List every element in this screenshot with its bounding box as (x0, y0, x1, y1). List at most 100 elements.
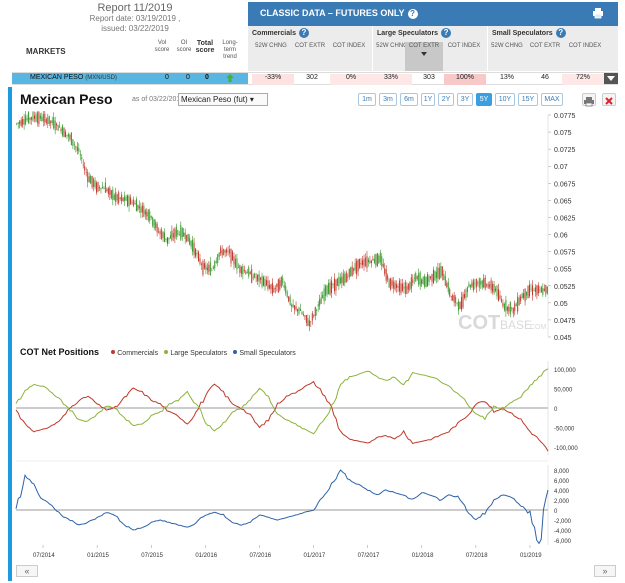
col-cot-extr[interactable]: COT EXTR (294, 43, 326, 49)
x-tick-label: 01/2017 (304, 553, 326, 559)
range-button-3y[interactable]: 3Y (457, 93, 473, 106)
range-button-6m[interactable]: 6m (400, 93, 418, 106)
price-candle (283, 284, 285, 288)
price-y-tick-label: 0.0475 (554, 318, 576, 325)
row-dropdown-button[interactable] (604, 73, 618, 84)
col-cot-index[interactable]: COT INDEX (332, 43, 366, 49)
price-candle (69, 134, 71, 140)
price-candle (51, 119, 53, 124)
col-52w-chng[interactable]: 52W CHNG (491, 43, 523, 49)
category-large-speculators: Large Speculators? 52W CHNG COT EXTR COT… (373, 26, 487, 71)
price-candle (226, 249, 228, 253)
price-candle (224, 250, 226, 253)
price-candle (36, 112, 38, 124)
price-candle (391, 280, 393, 286)
price-candle (410, 277, 412, 289)
cot-y-tick-label: -100,000 (554, 446, 578, 452)
prev-period-button[interactable]: « (16, 565, 38, 577)
chart-title: Mexican Peso (20, 91, 113, 107)
price-candle (125, 197, 127, 201)
market-name[interactable]: MEXICAN PESO (MXN/USD) (30, 74, 117, 81)
price-candle (412, 279, 414, 283)
price-candle (462, 294, 464, 308)
row-market-cell[interactable]: MEXICAN PESO (MXN/USD) 0 0 0 (12, 73, 248, 84)
col-cot-extr-selected[interactable]: COT EXTR (405, 42, 443, 71)
price-candle (276, 283, 278, 287)
help-icon[interactable]: ? (298, 28, 309, 38)
col-cot-extr-label: COT EXTR (408, 43, 440, 49)
price-candle (135, 199, 137, 212)
price-candle (165, 238, 167, 240)
range-button-5y[interactable]: 5Y (476, 93, 492, 106)
category-title-text: Large Speculators (377, 29, 439, 37)
price-candle (286, 291, 288, 297)
cot-chart[interactable]: 100,000 50,000 0 -50,000 -100,000 8,000 6,000 4… (12, 359, 620, 559)
range-button-1m[interactable]: 1m (358, 93, 376, 106)
close-chart-button[interactable] (602, 93, 616, 106)
price-candle (60, 128, 62, 132)
price-candle (305, 315, 307, 323)
print-icon[interactable] (592, 7, 604, 19)
col-52w-chng[interactable]: 52W CHNG (376, 43, 408, 49)
price-candle (398, 280, 401, 292)
table-row[interactable]: MEXICAN PESO (MXN/USD) 0 0 0 -33% 302 0%… (12, 72, 618, 85)
total-score-header: Total score (195, 40, 215, 54)
col-cot-index[interactable]: COT INDEX (447, 43, 481, 49)
help-icon[interactable]: ? (407, 8, 418, 19)
classic-data-title: CLASSIC DATA – FUTURES ONLY? (260, 8, 418, 19)
price-candle (30, 116, 33, 120)
price-candle (175, 226, 177, 237)
price-candle (381, 256, 383, 267)
help-icon[interactable]: ? (441, 28, 452, 38)
range-button-2y[interactable]: 2Y (438, 93, 454, 106)
price-candle (205, 264, 207, 270)
col-cot-extr[interactable]: COT EXTR (529, 43, 561, 49)
price-chart[interactable]: COT BASE.COM 0.0775 0.075 0.0725 0.07 0.0675 0.… (12, 111, 620, 343)
price-candle (441, 266, 443, 276)
price-candle (446, 283, 448, 287)
col-52w-chng[interactable]: 52W CHNG (255, 43, 287, 49)
price-candle (67, 134, 69, 137)
col-cot-index[interactable]: COT INDEX (568, 43, 602, 49)
price-y-tick-label: 0.0775 (554, 113, 576, 120)
price-candle (406, 286, 408, 294)
price-candle (53, 117, 55, 129)
range-button-1y[interactable]: 1Y (421, 93, 435, 106)
price-candle (17, 122, 19, 124)
price-candle (527, 285, 529, 299)
price-candle (50, 120, 52, 124)
range-button-max[interactable]: MAX (541, 93, 563, 106)
price-y-tick-label: 0.0675 (554, 181, 576, 188)
chart-panel: Mexican Peso as of 03/22/2019 Mexican Pe… (8, 87, 620, 581)
total-score: 0 (205, 74, 209, 81)
price-candle (156, 223, 158, 233)
price-candle (475, 279, 477, 288)
report-title: Report 11/2019 (97, 2, 173, 14)
range-button-10y[interactable]: 10Y (495, 93, 515, 106)
price-candle (107, 188, 109, 194)
range-button-15y[interactable]: 15Y (518, 93, 538, 106)
legend-item-small-speculators[interactable]: Small Speculators (239, 350, 296, 357)
price-candle (209, 262, 211, 276)
category-small-speculators: Small Speculators? 52W CHNG COT EXTR COT… (488, 26, 618, 71)
price-candle (32, 112, 34, 121)
legend-item-commercials[interactable]: Commercials (117, 350, 159, 357)
price-candle (415, 272, 417, 282)
help-icon[interactable]: ? (555, 28, 566, 38)
oi-score: 0 (186, 74, 190, 81)
price-candle (63, 128, 65, 138)
symbol-select[interactable]: Mexican Peso (fut) ▾ (178, 93, 268, 106)
next-period-button[interactable]: » (594, 565, 616, 577)
price-candle (416, 275, 418, 280)
range-button-3m[interactable]: 3m (379, 93, 397, 106)
price-candle (360, 262, 362, 265)
price-candle (338, 276, 340, 287)
small-y-tick-label: -4,000 (554, 529, 572, 535)
price-candle (521, 293, 523, 299)
vol-score-header: Vol score (154, 40, 170, 53)
price-candle (187, 233, 189, 242)
price-candle (215, 261, 217, 263)
print-chart-button[interactable] (582, 93, 596, 107)
legend-item-large-speculators[interactable]: Large Speculators (170, 350, 228, 357)
price-candle (326, 285, 328, 295)
